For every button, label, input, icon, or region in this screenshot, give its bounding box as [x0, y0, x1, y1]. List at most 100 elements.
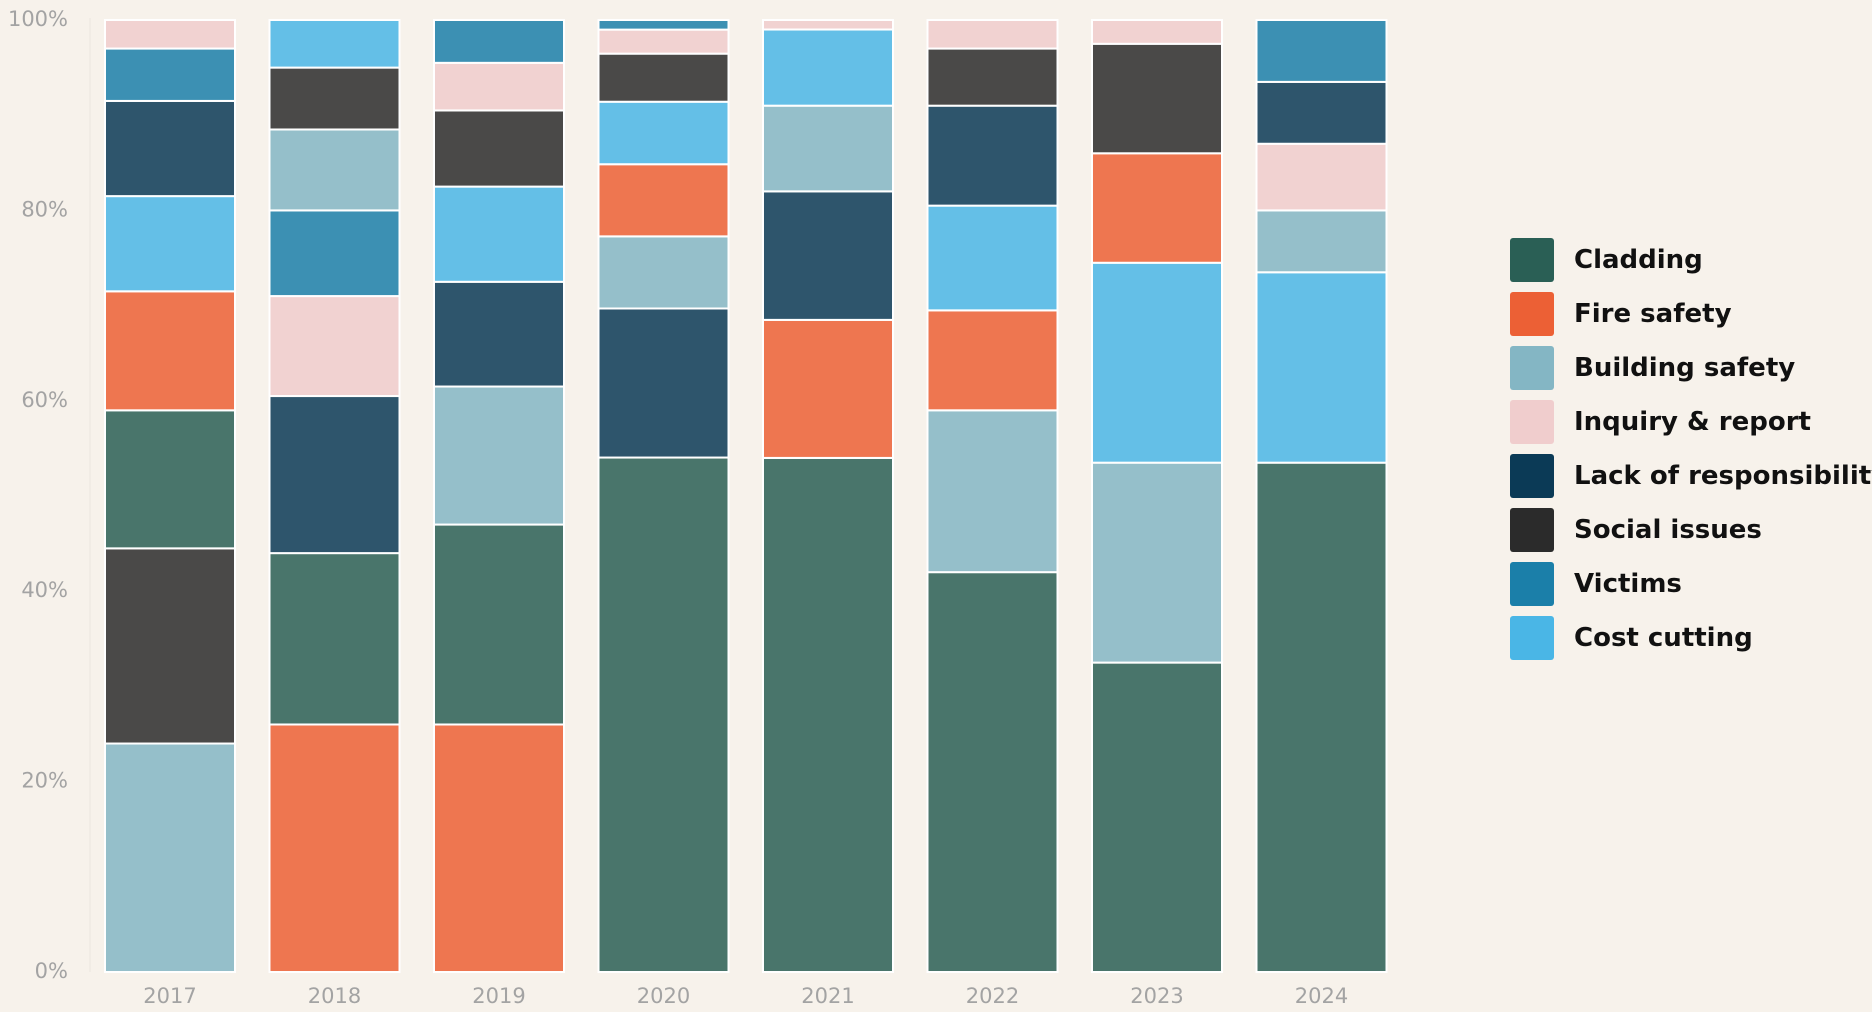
bar-segment-social-issues-2022 — [926, 47, 1059, 107]
legend-swatch — [1510, 292, 1554, 336]
bar-segment-inquiry-and-report-2019 — [433, 61, 565, 112]
bar-stack-2023 — [1091, 19, 1223, 973]
legend-swatch — [1510, 400, 1554, 444]
bar-segment-victims-2018 — [268, 209, 401, 298]
x-tick-label: 2023 — [1130, 984, 1183, 1008]
bar-segment-lack-of-responsibility-2019 — [433, 280, 565, 388]
legend-item-lack-of-responsibility: Lack of responsibility — [1510, 454, 1872, 498]
bar-segment-fire-safety-2023 — [1091, 152, 1223, 264]
legend-swatch — [1510, 616, 1554, 660]
bar-segment-cost-cutting-2024 — [1255, 271, 1388, 464]
bar-segment-lack-of-responsibility-2022 — [926, 104, 1059, 207]
bar-segment-building-safety-2022 — [926, 409, 1059, 574]
x-tick-label: 2022 — [966, 984, 1019, 1008]
x-axis-tick-labels: 2017 2018 2019 2020 2021 2022 2023 2024 — [143, 984, 1348, 1008]
bar-segment-lack-of-responsibility-2020 — [597, 307, 730, 459]
bar-segment-lack-of-responsibility-2017 — [104, 99, 236, 198]
x-tick-label: 2018 — [308, 984, 361, 1008]
legend-item-cost-cutting: Cost cutting — [1510, 616, 1872, 660]
bar-segment-victims-2017 — [104, 47, 236, 102]
bar-segment-inquiry-and-report-2017 — [104, 19, 236, 50]
bar-segment-social-issues-2017 — [104, 547, 236, 745]
bar-segment-cladding-2022 — [926, 571, 1059, 973]
x-tick-label: 2019 — [472, 984, 525, 1008]
bar-segment-building-safety-2023 — [1091, 461, 1223, 664]
bar-segment-fire-safety-2022 — [926, 309, 1059, 412]
bar-segment-cladding-2024 — [1255, 461, 1388, 973]
bar-stack-2018 — [268, 19, 401, 973]
bar-segment-lack-of-responsibility-2024 — [1255, 80, 1388, 145]
legend-item-inquiry-and-report: Inquiry & report — [1510, 400, 1872, 444]
legend-item-social-issues: Social issues — [1510, 508, 1872, 552]
legend-swatch — [1510, 562, 1554, 606]
x-tick-label: 2020 — [637, 984, 690, 1008]
legend-label: Cost cutting — [1574, 623, 1753, 653]
legend-label: Cladding — [1574, 245, 1703, 275]
bar-segment-inquiry-and-report-2018 — [268, 295, 401, 398]
bar-segment-cost-cutting-2022 — [926, 204, 1059, 312]
bar-stack-2019 — [433, 19, 565, 973]
bar-segment-inquiry-and-report-2021 — [762, 19, 894, 31]
bar-segment-fire-safety-2019 — [433, 723, 565, 973]
legend-label: Building safety — [1574, 353, 1796, 383]
bar-segment-lack-of-responsibility-2018 — [268, 395, 401, 555]
bar-segment-victims-2024 — [1255, 19, 1388, 83]
bar-segment-cost-cutting-2021 — [762, 28, 894, 107]
bar-stack-2021 — [762, 19, 894, 974]
bar-segment-fire-safety-2018 — [268, 723, 401, 973]
y-tick-label: 40% — [21, 578, 68, 602]
bar-segment-building-safety-2018 — [268, 128, 401, 212]
legend-label: Lack of responsibility — [1574, 461, 1872, 491]
bar-segment-victims-2020 — [597, 19, 730, 31]
legend-item-building-safety: Building safety — [1510, 346, 1872, 390]
y-tick-label: 100% — [8, 7, 68, 31]
legend-swatch — [1510, 346, 1554, 390]
bar-stack-2022 — [926, 19, 1059, 973]
bar-segment-building-safety-2021 — [762, 104, 894, 193]
legend-swatch — [1510, 454, 1554, 498]
bar-segment-cladding-2017 — [104, 409, 236, 550]
bar-segment-cladding-2021 — [762, 456, 894, 974]
bar-segment-inquiry-and-report-2022 — [926, 19, 1059, 50]
bar-segment-cladding-2018 — [268, 552, 401, 726]
bar-segment-lack-of-responsibility-2021 — [762, 190, 894, 321]
bar-segment-fire-safety-2017 — [104, 290, 236, 412]
bar-segment-building-safety-2017 — [104, 742, 236, 974]
y-tick-label: 60% — [21, 388, 68, 412]
bar-segment-cost-cutting-2017 — [104, 195, 236, 293]
bar-segment-cost-cutting-2018 — [268, 19, 401, 69]
bar-stack-2020 — [597, 19, 730, 973]
bar-segment-building-safety-2024 — [1255, 209, 1388, 274]
y-axis-tick-labels: 0% 20% 40% 60% 80% 100% — [8, 7, 68, 983]
bar-stack-2017 — [104, 19, 236, 974]
legend-item-cladding: Cladding — [1510, 238, 1872, 282]
bar-segment-cladding-2020 — [597, 456, 730, 973]
bar-segment-cost-cutting-2019 — [433, 185, 565, 283]
y-tick-label: 80% — [21, 197, 68, 221]
bar-segment-building-safety-2020 — [597, 235, 730, 310]
legend-item-fire-safety: Fire safety — [1510, 292, 1872, 336]
bar-segment-cost-cutting-2023 — [1091, 261, 1223, 464]
x-tick-label: 2017 — [143, 984, 196, 1008]
bar-segment-social-issues-2023 — [1091, 42, 1223, 155]
bar-stacks — [104, 19, 1388, 974]
x-tick-label: 2024 — [1295, 984, 1348, 1008]
legend-label: Fire safety — [1574, 299, 1732, 329]
legend-swatch — [1510, 238, 1554, 282]
chart-legend: Cladding Fire safety Building safety Inquir… — [1510, 238, 1872, 670]
bar-segment-cladding-2023 — [1091, 661, 1223, 973]
x-tick-label: 2021 — [801, 984, 854, 1008]
legend-swatch — [1510, 508, 1554, 552]
legend-label: Victims — [1574, 569, 1682, 599]
bar-segment-inquiry-and-report-2024 — [1255, 142, 1388, 212]
bar-segment-fire-safety-2020 — [597, 163, 730, 238]
bar-segment-cost-cutting-2020 — [597, 100, 730, 166]
bar-segment-social-issues-2018 — [268, 66, 401, 131]
bar-segment-fire-safety-2021 — [762, 318, 894, 459]
bar-segment-inquiry-and-report-2020 — [597, 28, 730, 55]
y-tick-label: 0% — [35, 959, 68, 983]
bar-segment-inquiry-and-report-2023 — [1091, 19, 1223, 45]
bar-segment-victims-2019 — [433, 19, 565, 64]
bar-stack-2024 — [1255, 19, 1388, 973]
